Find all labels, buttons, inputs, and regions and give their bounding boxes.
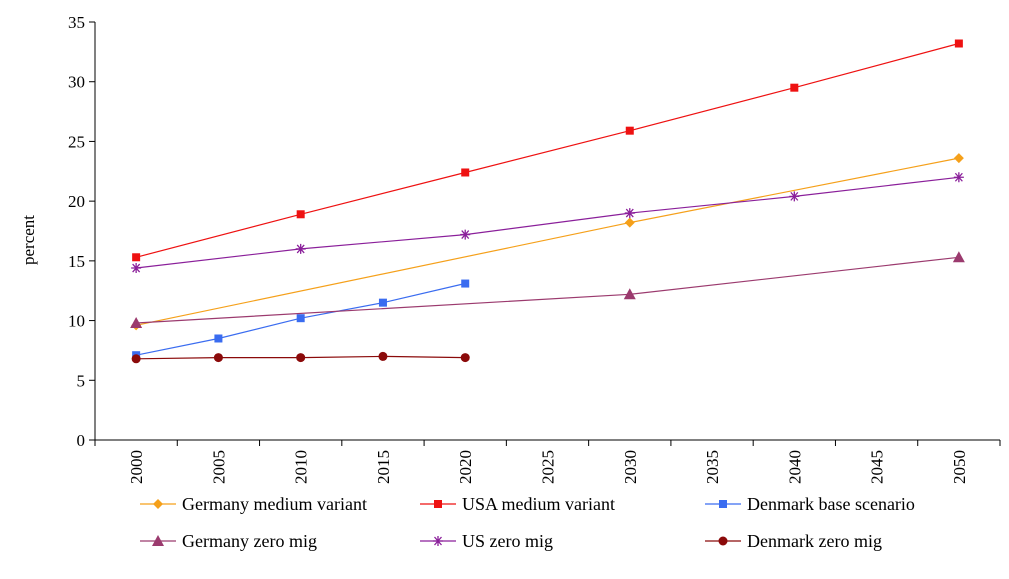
data-point xyxy=(953,153,964,164)
legend-label: US zero mig xyxy=(462,531,553,551)
data-point xyxy=(952,251,965,263)
legend-label: Germany medium variant xyxy=(182,494,367,514)
legend-marker xyxy=(434,500,442,508)
legend-marker xyxy=(719,500,727,508)
x-tick-label: 2015 xyxy=(374,450,393,484)
chart-legend: Germany medium variant USA medium variant… xyxy=(140,494,915,551)
x-tick-label: 2045 xyxy=(868,450,887,484)
y-axis-label: percent xyxy=(19,215,38,265)
y-tick-label: 15 xyxy=(68,252,85,271)
x-axis-ticks: 2000 2005 2010 2015 2020 2025 2030 2035 2040 2045… xyxy=(94,440,1001,484)
data-point xyxy=(461,279,470,288)
data-point xyxy=(790,83,799,92)
legend-item: Germany medium variant xyxy=(140,494,367,514)
data-point xyxy=(378,298,387,307)
legend-label: Germany zero mig xyxy=(182,531,317,551)
series-line xyxy=(135,42,960,258)
x-tick-label: 2035 xyxy=(703,450,722,484)
series-line xyxy=(136,256,959,324)
x-tick-label: 2000 xyxy=(127,450,146,484)
data-point xyxy=(460,353,470,363)
y-tick-label: 20 xyxy=(68,192,85,211)
data-point xyxy=(624,208,635,219)
data-point xyxy=(625,126,634,135)
chart-axes xyxy=(94,22,1000,441)
data-point xyxy=(624,217,635,228)
legend-item: USA medium variant xyxy=(420,494,615,514)
x-tick-label: 2040 xyxy=(785,450,804,484)
y-axis-ticks: 0 5 10 15 20 25 30 35 xyxy=(68,13,95,450)
x-tick-label: 2010 xyxy=(292,450,311,484)
legend-label: Denmark zero mig xyxy=(747,531,882,551)
series-line xyxy=(136,176,959,269)
data-point xyxy=(131,354,141,364)
y-tick-label: 30 xyxy=(68,73,85,92)
data-point xyxy=(789,191,800,202)
data-point xyxy=(954,39,963,48)
y-tick-label: 5 xyxy=(77,371,86,390)
legend-item: Denmark base scenario xyxy=(705,494,915,514)
series-germany-medium-variant xyxy=(131,153,964,331)
legend-label: Denmark base scenario xyxy=(747,494,915,514)
legend-marker xyxy=(152,535,164,546)
data-point xyxy=(296,210,305,219)
data-point xyxy=(953,172,964,183)
data-point xyxy=(130,316,143,328)
data-point xyxy=(214,334,223,343)
data-point xyxy=(131,263,142,274)
y-tick-label: 25 xyxy=(68,132,85,151)
legend-marker xyxy=(153,499,163,509)
legend-item: Denmark zero mig xyxy=(705,531,882,551)
data-point xyxy=(296,314,305,323)
y-tick-label: 35 xyxy=(68,13,85,32)
legend-item: US zero mig xyxy=(420,531,553,551)
legend-marker xyxy=(433,536,443,546)
series-germany-zero-mig xyxy=(130,251,965,328)
data-point xyxy=(213,353,223,363)
x-tick-label: 2025 xyxy=(539,450,558,484)
y-tick-label: 0 xyxy=(77,431,86,450)
x-tick-label: 2020 xyxy=(456,450,475,484)
legend-item: Germany zero mig xyxy=(140,531,317,551)
data-point xyxy=(378,351,388,361)
x-tick-label: 2050 xyxy=(950,450,969,484)
data-point xyxy=(461,168,470,177)
x-tick-label: 2005 xyxy=(209,450,228,484)
series-layer xyxy=(130,39,965,364)
series-us-zero-mig xyxy=(131,172,964,274)
y-tick-label: 10 xyxy=(68,312,85,331)
data-point xyxy=(460,229,471,240)
legend-label: USA medium variant xyxy=(462,494,615,514)
series-usa-medium-variant xyxy=(132,39,963,262)
x-tick-label: 2030 xyxy=(621,450,640,484)
series-line xyxy=(135,157,960,326)
series-denmark-zero-mig xyxy=(131,351,470,364)
legend-marker xyxy=(718,536,728,546)
data-point xyxy=(623,288,636,300)
data-point xyxy=(295,243,306,254)
data-point xyxy=(296,353,306,363)
data-point xyxy=(132,253,141,262)
